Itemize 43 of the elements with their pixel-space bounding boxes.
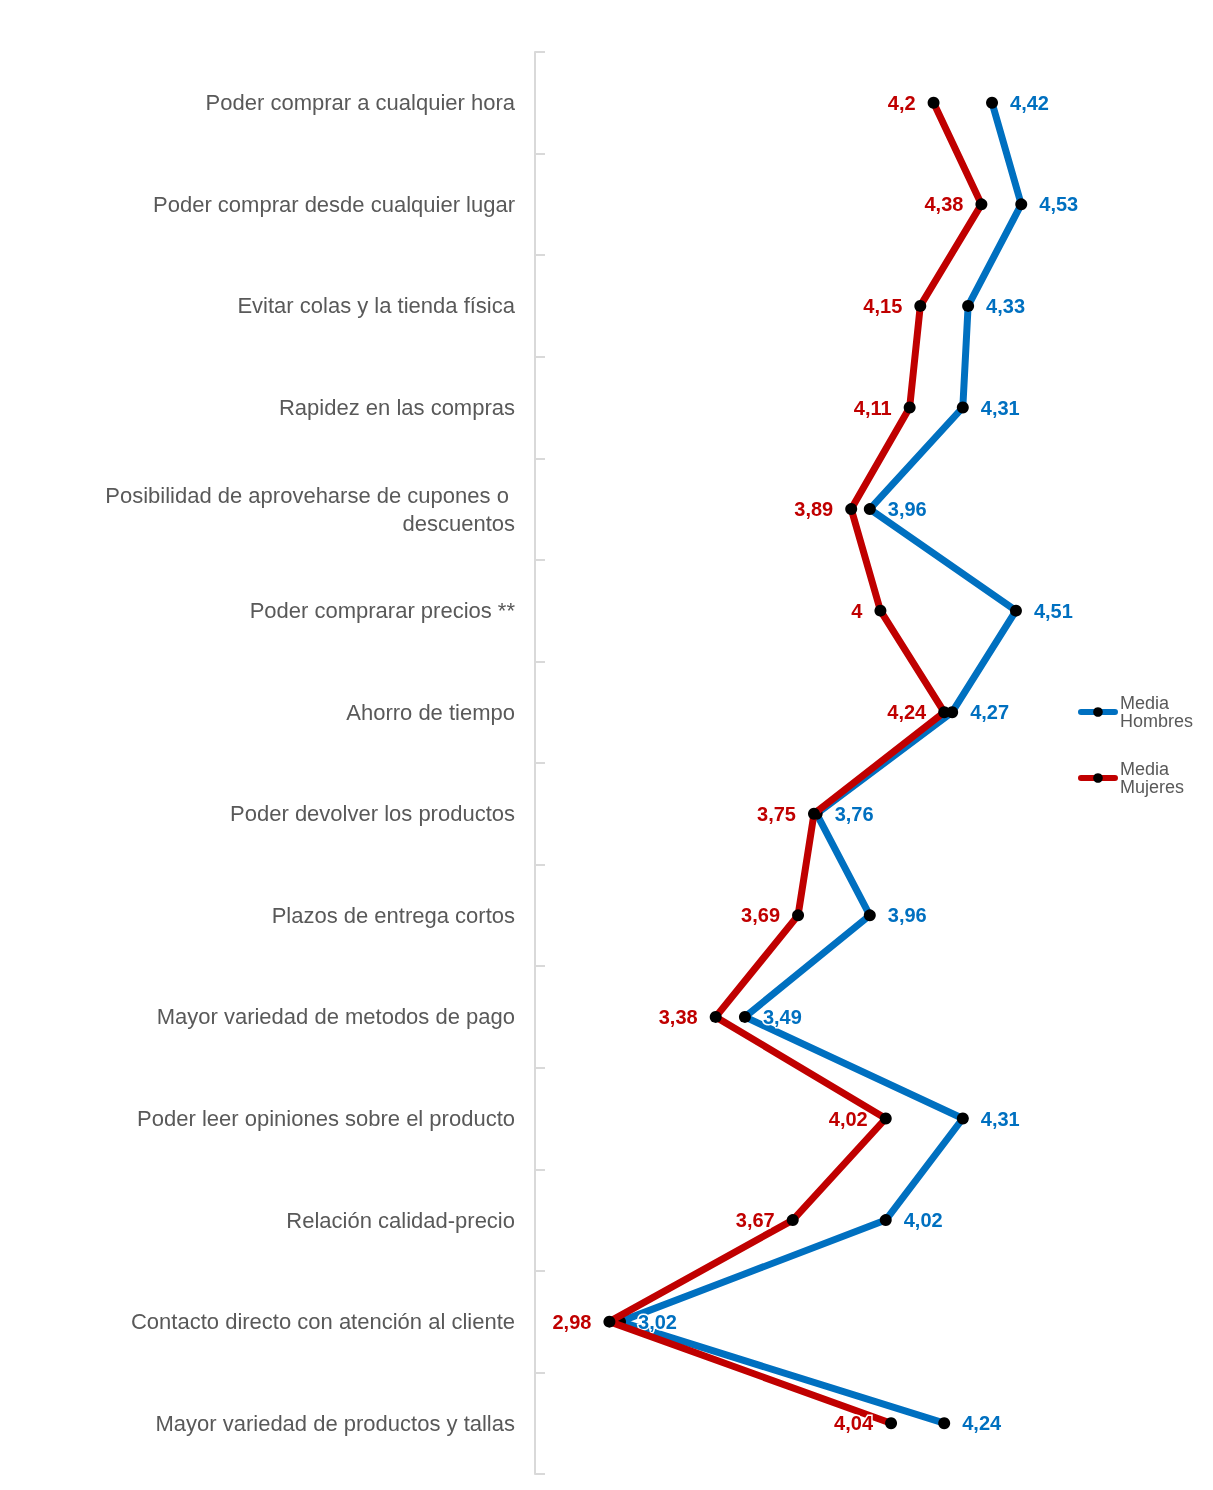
data-label: 3,38 xyxy=(658,1005,698,1028)
y-tick-label: Posibilidad de aproveharse de cupones o descuentos xyxy=(105,482,515,536)
y-tick-label: Poder devolver los productos xyxy=(230,801,515,827)
data-label: 4,38 xyxy=(924,193,964,216)
y-tick-label: Poder comprar a cualquier hora xyxy=(205,90,516,116)
data-label: 3,76 xyxy=(834,802,874,825)
data-label: 3,49 xyxy=(762,1005,802,1028)
data-label: 4,15 xyxy=(863,294,903,317)
data-label: 4,2 xyxy=(887,91,916,114)
data-label: 3,96 xyxy=(887,904,927,927)
data-label: 4,02 xyxy=(828,1107,868,1130)
data-label: 3,96 xyxy=(887,498,927,521)
y-tick-label: Poder comprarar precios ** xyxy=(249,598,516,624)
data-label: 4,42 xyxy=(1010,91,1049,114)
data-label: 4,04 xyxy=(834,1412,874,1435)
data-label: 4,27 xyxy=(970,701,1010,724)
data-label: 4,33 xyxy=(986,294,1026,317)
data-label: 4,31 xyxy=(980,396,1020,419)
data-label: 3,89 xyxy=(794,498,834,521)
data-label: 4 xyxy=(851,599,864,622)
data-label: 3,75 xyxy=(757,802,796,825)
y-tick-label: Mayor variedad de productos y tallas xyxy=(155,1410,515,1436)
data-label: 2,98 xyxy=(552,1310,592,1333)
y-tick-label: Poder leer opiniones sobre el producto xyxy=(137,1106,515,1131)
data-label: 4,24 xyxy=(887,701,928,724)
y-tick-label: Mayor variedad de metodos de pago xyxy=(156,1004,515,1030)
data-label: 3,67 xyxy=(735,1209,775,1232)
data-label: 4,53 xyxy=(1039,193,1079,216)
y-tick-label: Rapidez en las compras xyxy=(278,395,515,420)
data-label: 4,31 xyxy=(980,1107,1020,1130)
data-label: 4,51 xyxy=(1033,599,1073,622)
y-tick-label: Ahorro de tiempo xyxy=(346,699,515,725)
legend-label: Media Mujeres xyxy=(1119,759,1185,797)
data-label: 4,02 xyxy=(903,1209,943,1232)
data-label: 4,11 xyxy=(853,396,892,419)
data-label: 3,69 xyxy=(741,904,781,927)
y-tick-label: Poder comprar desde cualquier lugar xyxy=(153,191,515,217)
data-label: 4,24 xyxy=(962,1412,1002,1435)
y-tick-label: Contacto directo con atención al cliente xyxy=(130,1309,515,1335)
legend-label: Media Hombres xyxy=(1119,693,1194,731)
y-tick-label: Relación calidad-precio xyxy=(286,1207,515,1233)
y-tick-label: Evitar colas y la tienda física xyxy=(237,293,516,319)
y-tick-label: Plazos de entrega cortos xyxy=(271,902,515,928)
